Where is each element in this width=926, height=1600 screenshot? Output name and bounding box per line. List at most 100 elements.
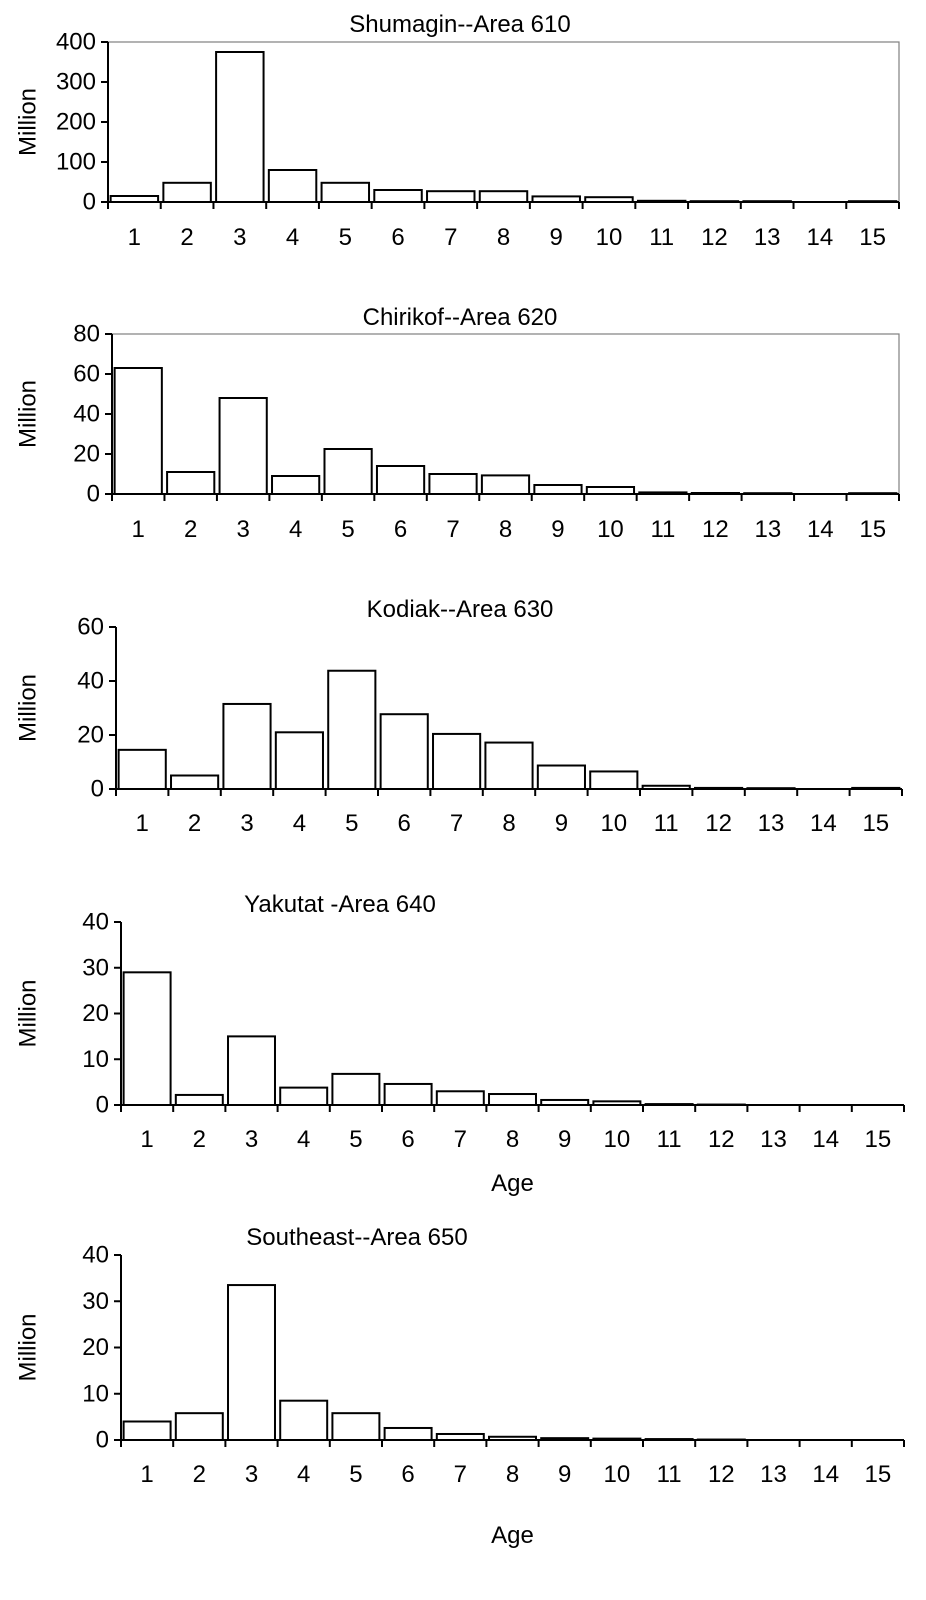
bar-age-4: [274, 731, 324, 790]
y-tick-label: 40: [82, 1242, 109, 1269]
x-tick-label: 7: [444, 224, 457, 251]
x-tick-label: 15: [859, 516, 886, 543]
x-tick-label: 1: [136, 810, 149, 837]
bar-age-7: [426, 190, 476, 203]
x-tick-label: 4: [286, 224, 299, 251]
y-tick-label: 10: [82, 1380, 109, 1407]
bar-age-2: [174, 1412, 224, 1442]
y-axis-label: Million: [15, 88, 42, 156]
x-tick-label: 9: [555, 810, 568, 837]
chart-title: Chirikof--Area 620: [363, 304, 558, 331]
bar-age-6: [383, 1082, 433, 1106]
bar-age-2: [170, 774, 220, 790]
x-tick-label: 2: [188, 810, 201, 837]
x-tick-label: 10: [597, 516, 624, 543]
bar-age-10: [589, 770, 639, 791]
chart-title: Yakutat -Area 640: [244, 891, 436, 918]
x-tick-label: 12: [708, 1126, 735, 1153]
x-tick-label: 14: [807, 516, 834, 543]
y-axis-label: Million: [15, 674, 42, 742]
bar-age-3: [215, 51, 265, 203]
bar-age-5: [331, 1072, 381, 1107]
bar-age-4: [267, 169, 318, 203]
x-tick-label: 13: [754, 224, 781, 251]
bar-age-2: [166, 471, 216, 495]
y-tick-label: 20: [82, 1000, 109, 1027]
x-tick-label: 7: [446, 516, 459, 543]
x-tick-label: 1: [128, 224, 141, 251]
bar-age-8: [488, 1093, 537, 1107]
x-tick-label: 11: [657, 1126, 682, 1153]
x-tick-label: 12: [705, 810, 732, 837]
bar-age-4: [271, 475, 321, 495]
x-tick-label: 12: [708, 1461, 735, 1488]
x-tick-label: 6: [401, 1126, 414, 1153]
bar-age-1: [122, 971, 172, 1107]
chart-title: Shumagin--Area 610: [349, 11, 570, 38]
x-tick-label: 1: [140, 1461, 153, 1488]
x-tick-label: 12: [702, 516, 729, 543]
x-tick-label: 6: [391, 224, 404, 251]
y-axis-label: Million: [15, 979, 42, 1047]
y-tick-label: 100: [56, 149, 96, 176]
x-tick-label: 14: [807, 224, 834, 251]
x-tick-label: 10: [600, 810, 627, 837]
y-tick-label: 30: [82, 1288, 109, 1315]
bar-age-3: [218, 397, 268, 495]
bar-age-4: [279, 1399, 329, 1441]
x-tick-label: 14: [810, 810, 837, 837]
x-tick-label: 3: [245, 1126, 258, 1153]
chart-title: Kodiak--Area 630: [367, 596, 554, 623]
y-tick-label: 40: [77, 668, 104, 695]
bar-age-8: [480, 474, 531, 495]
x-tick-label: 9: [550, 224, 563, 251]
y-tick-label: 60: [77, 614, 104, 641]
y-tick-label: 0: [96, 1092, 109, 1119]
x-tick-label: 2: [193, 1126, 206, 1153]
x-tick-label: 4: [297, 1126, 310, 1153]
bar-age-9: [533, 484, 583, 495]
x-tick-label: 5: [345, 810, 358, 837]
x-tick-label: 14: [812, 1461, 839, 1488]
x-tick-label: 11: [650, 516, 675, 543]
y-tick-label: 40: [82, 909, 109, 936]
x-axis-label: Age: [491, 1522, 534, 1549]
y-tick-label: 20: [82, 1334, 109, 1361]
y-tick-label: 10: [82, 1046, 109, 1073]
x-tick-label: 11: [654, 810, 679, 837]
bar-age-1: [113, 367, 163, 495]
y-tick-label: 0: [87, 481, 100, 508]
x-tick-label: 10: [604, 1126, 631, 1153]
y-axis-label: Million: [15, 1313, 42, 1381]
x-tick-label: 10: [596, 224, 623, 251]
y-tick-label: 300: [56, 69, 96, 96]
x-tick-label: 12: [701, 224, 728, 251]
x-tick-label: 6: [398, 810, 411, 837]
x-tick-label: 6: [394, 516, 407, 543]
bar-age-3: [222, 702, 272, 791]
x-tick-label: 15: [862, 810, 889, 837]
bar-age-6: [383, 1426, 433, 1441]
y-tick-label: 40: [73, 401, 100, 428]
bar-age-1: [117, 748, 167, 790]
x-tick-label: 3: [245, 1461, 258, 1488]
x-tick-label: 4: [293, 810, 306, 837]
x-tick-label: 9: [558, 1126, 571, 1153]
bar-age-3: [227, 1284, 276, 1441]
y-tick-label: 20: [73, 441, 100, 468]
y-tick-label: 60: [73, 361, 100, 388]
x-tick-label: 8: [506, 1126, 519, 1153]
y-tick-label: 20: [77, 722, 104, 749]
x-tick-label: 7: [450, 810, 463, 837]
x-tick-label: 14: [812, 1126, 839, 1153]
x-tick-label: 8: [497, 224, 510, 251]
chart-title: Southeast--Area 650: [246, 1224, 467, 1251]
bar-age-6: [375, 465, 426, 495]
y-tick-label: 80: [73, 321, 100, 348]
x-tick-label: 5: [349, 1461, 362, 1488]
x-tick-label: 1: [132, 516, 145, 543]
